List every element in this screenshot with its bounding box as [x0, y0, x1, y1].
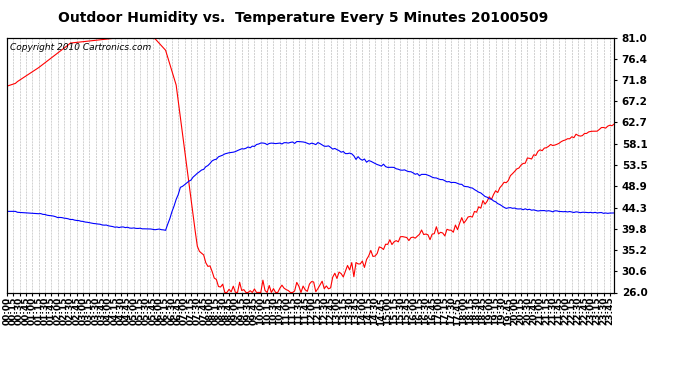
- Text: Copyright 2010 Cartronics.com: Copyright 2010 Cartronics.com: [10, 43, 151, 52]
- Text: Outdoor Humidity vs.  Temperature Every 5 Minutes 20100509: Outdoor Humidity vs. Temperature Every 5…: [59, 11, 549, 25]
